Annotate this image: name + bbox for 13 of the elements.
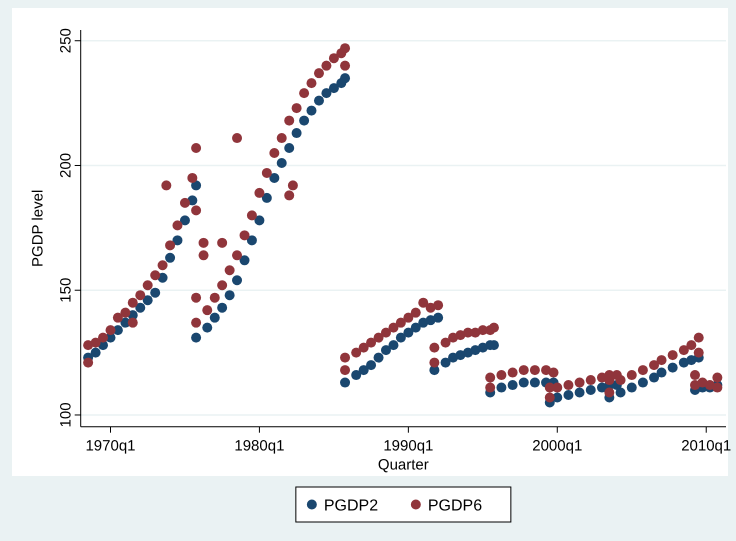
legend-label: PGDP2 bbox=[324, 498, 378, 514]
y-tick-label: 100 bbox=[58, 402, 75, 428]
x-tick-label: 2000q1 bbox=[532, 438, 582, 455]
y-tick-label: 200 bbox=[58, 152, 75, 178]
x-tick-label: 1980q1 bbox=[234, 438, 284, 455]
x-tick-label: 2010q1 bbox=[681, 438, 732, 455]
x-tick-label: 1970q1 bbox=[85, 438, 136, 455]
legend-label: PGDP6 bbox=[428, 498, 482, 514]
y-axis-title: PGDP level bbox=[30, 190, 47, 267]
y-tick-label: 150 bbox=[58, 278, 75, 303]
y-tick-label: 250 bbox=[58, 28, 75, 54]
x-tick-label: 1990q1 bbox=[383, 438, 434, 455]
x-axis-title: Quarter bbox=[378, 456, 429, 474]
